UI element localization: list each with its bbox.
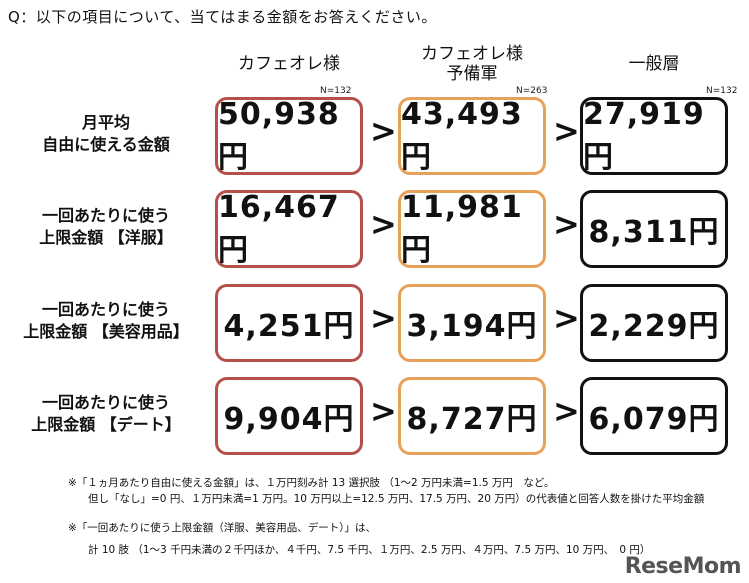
row-label-3-line-0: 一回あたりに使う — [41, 393, 170, 412]
row-label-0-line-0: 月平均 — [81, 113, 130, 132]
greater-than-sign-row-0-1: > — [553, 112, 580, 150]
row-label-2-line-0: 一回あたりに使う — [41, 300, 170, 319]
row-label-1-line-1: 上限金額 【洋服】 — [39, 228, 173, 247]
greater-than-sign-row-0-0: > — [370, 112, 397, 150]
column-n-2: N=132 — [706, 86, 738, 96]
row-label-2-line-1: 上限金額 【美容用品】 — [23, 322, 189, 341]
column-header-0-line-0: カフェオレ様 — [238, 54, 340, 74]
note-1: ※「１ヵ月あたり自由に使える金額」は、１万円刻み計 13 選択肢 （1～2 万円… — [68, 477, 555, 489]
greater-than-sign-row-2-1: > — [553, 299, 580, 337]
value-box-row-2-col-0: 4,251円 — [215, 284, 363, 362]
value-box-row-3-col-0: 9,904円 — [215, 377, 363, 455]
question-text: Q：以下の項目について、当てはまる金額をお答えください。 — [8, 8, 437, 26]
value-box-row-1-col-2: 8,311円 — [580, 190, 728, 268]
row-label-3-line-1: 上限金額 【デート】 — [31, 415, 181, 434]
value-box-row-3-col-2: 6,079円 — [580, 377, 728, 455]
row-label-1-line-0: 一回あたりに使う — [41, 206, 170, 225]
value-box-row-2-col-1: 3,194円 — [398, 284, 546, 362]
value-box-row-0-col-1: 43,493円 — [398, 97, 546, 175]
value-box-row-0-col-2: 27,919円 — [580, 97, 728, 175]
value-box-row-0-col-0: 50,938円 — [215, 97, 363, 175]
resemom-logo: ReseMom — [624, 554, 742, 579]
greater-than-sign-row-2-0: > — [370, 299, 397, 337]
value-box-row-2-col-2: 2,229円 — [580, 284, 728, 362]
note-3: ※「一回あたりに使う上限金額（洋服、美容用品、デート）」は、 — [68, 522, 377, 534]
greater-than-sign-row-1-1: > — [553, 205, 580, 243]
column-header-2-line-0: 一般層 — [628, 54, 680, 74]
column-header-1-line-1: 予備軍 — [446, 64, 498, 84]
greater-than-sign-row-3-1: > — [553, 392, 580, 430]
row-label-0-line-1: 自由に使える金額 — [42, 135, 170, 154]
note-4: 計 10 肢 （1～3 千円未満の２千円ほか、４千円、7.5 千円、１万円、2.… — [88, 544, 651, 556]
value-box-row-3-col-1: 8,727円 — [398, 377, 546, 455]
column-n-1: N=263 — [516, 86, 548, 96]
greater-than-sign-row-3-0: > — [370, 392, 397, 430]
column-header-1-line-0: カフェオレ様 — [421, 44, 523, 64]
value-box-row-1-col-0: 16,467円 — [215, 190, 363, 268]
value-box-row-1-col-1: 11,981円 — [398, 190, 546, 268]
greater-than-sign-row-1-0: > — [370, 205, 397, 243]
column-n-0: N=132 — [320, 86, 352, 96]
note-2: 但し「なし」=0 円、１万円未満=1 万円。10 万円以上=12.5 万円、17… — [88, 493, 705, 505]
